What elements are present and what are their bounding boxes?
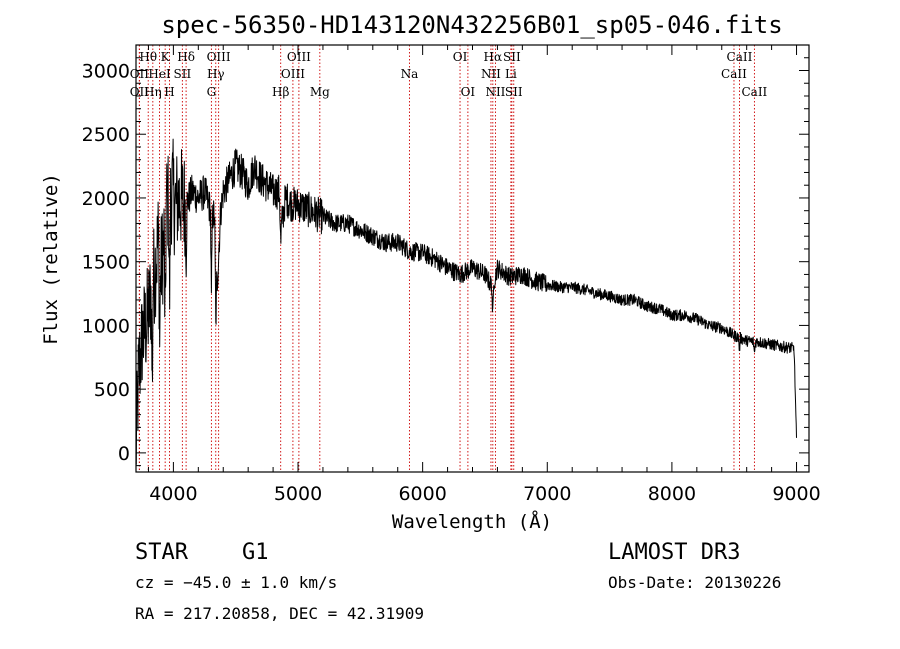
y-tick-label: 0 bbox=[118, 443, 130, 465]
spectral-line-label: NII bbox=[481, 67, 501, 81]
axis-ticks: 4000 5000 6000 7000 8000 9000 0 500 1000 1500 2000… bbox=[82, 44, 821, 505]
spectral-line-label: Hα bbox=[484, 50, 503, 64]
spectral-line-label: OIII bbox=[207, 50, 231, 64]
spectral-line-label: Li bbox=[505, 67, 517, 81]
x-tick-label: 9000 bbox=[772, 483, 820, 505]
spectral-line-label: CaII bbox=[741, 85, 767, 99]
spectral-line-label: OII bbox=[130, 67, 150, 81]
x-tick-label: 7000 bbox=[523, 483, 571, 505]
x-tick-label: 4000 bbox=[149, 483, 197, 505]
spectral-line-label: HeI bbox=[148, 67, 171, 81]
spectrum-series bbox=[135, 138, 797, 465]
spectral-line-label: G bbox=[207, 85, 217, 99]
spectral-line-label: Hη bbox=[144, 85, 162, 99]
spectral-line-label: Hδ bbox=[177, 50, 195, 64]
x-axis-label: Wavelength (Å) bbox=[392, 510, 552, 533]
spectral-line-label: Hγ bbox=[207, 67, 225, 81]
spectral-line-label: OI bbox=[453, 50, 468, 64]
plot-frame bbox=[135, 44, 810, 473]
spectral-line-label: SII bbox=[174, 67, 192, 81]
y-tick-label: 1500 bbox=[82, 252, 130, 274]
spectral-line-label: Mg bbox=[310, 85, 330, 99]
spectral-line-label: CaII bbox=[721, 67, 747, 81]
spectrum-plot bbox=[135, 138, 797, 465]
y-axis-label: Flux (relative) bbox=[40, 173, 62, 345]
y-tick-label: 1000 bbox=[82, 315, 130, 337]
survey-name: LAMOST DR3 bbox=[608, 540, 740, 565]
spectral-line-label: OI bbox=[461, 85, 476, 99]
x-tick-label: 6000 bbox=[398, 483, 446, 505]
spectral-line-label: CaII bbox=[727, 50, 753, 64]
spectral-line-label: NII bbox=[485, 85, 505, 99]
redshift-cz: cz = −45.0 ± 1.0 km/s bbox=[135, 573, 337, 592]
spectral-line-label: H bbox=[164, 85, 174, 99]
y-tick-label: 500 bbox=[94, 379, 130, 401]
spectral-line-label: OIII bbox=[287, 50, 311, 64]
spectral-line-label: OIII bbox=[281, 67, 305, 81]
x-tick-label: 5000 bbox=[274, 483, 322, 505]
x-tick-label: 8000 bbox=[648, 483, 696, 505]
spectral-line-label: Hθ bbox=[139, 50, 157, 64]
spectral-line-label: Hβ bbox=[272, 85, 289, 99]
observation-date: Obs-Date: 20130226 bbox=[608, 573, 781, 592]
spectral-line-label: OII bbox=[130, 85, 150, 99]
y-tick-label: 3000 bbox=[82, 60, 130, 82]
ra-dec-coordinates: RA = 217.20858, DEC = 42.31909 bbox=[135, 604, 424, 623]
object-subclass: G1 bbox=[242, 540, 269, 565]
object-class: STAR bbox=[135, 540, 189, 565]
y-tick-label: 2500 bbox=[82, 124, 130, 146]
spectral-line-label: Na bbox=[401, 67, 419, 81]
spectral-line-label: SII bbox=[505, 85, 523, 99]
spectral-line-label: SII bbox=[503, 50, 521, 64]
y-tick-label: 2000 bbox=[82, 188, 130, 210]
spectral-line-label: K bbox=[161, 50, 171, 64]
chart-title: spec-56350-HD143120N432256B01_sp05-046.f… bbox=[161, 11, 782, 39]
